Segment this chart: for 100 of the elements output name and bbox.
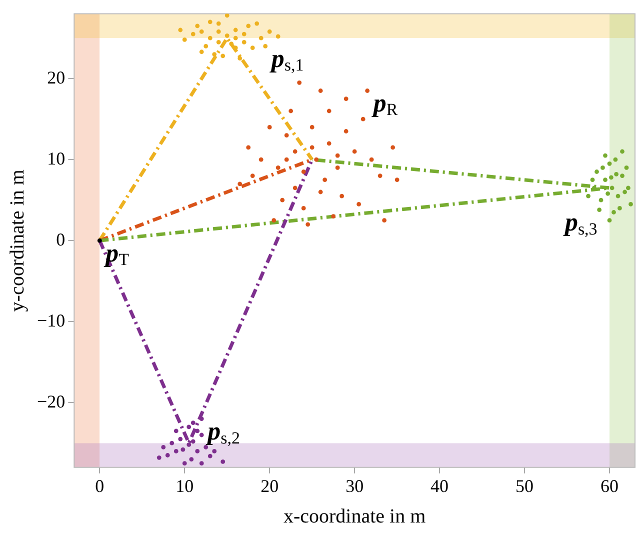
point: [250, 174, 255, 178]
point: [254, 21, 260, 26]
point: [199, 29, 204, 34]
point: [220, 460, 226, 464]
point: [190, 32, 196, 36]
point: [189, 457, 194, 462]
point: [276, 34, 280, 39]
point: [306, 222, 310, 227]
point: [199, 461, 204, 466]
point: [182, 461, 187, 466]
point: [190, 420, 196, 426]
point: [394, 178, 400, 182]
point: [613, 157, 618, 162]
point: [603, 153, 608, 158]
point: [178, 28, 183, 32]
point: [610, 186, 614, 190]
point: [280, 198, 285, 202]
point: [626, 186, 630, 190]
point: [614, 172, 619, 176]
point: [186, 442, 192, 447]
point: [276, 166, 280, 170]
point: [598, 198, 604, 202]
point: [224, 33, 230, 38]
point: [586, 194, 590, 198]
point: [310, 145, 314, 150]
y-tick-label: −20: [36, 391, 66, 412]
x-tick-label: 0: [95, 476, 104, 496]
point: [616, 194, 620, 198]
point: [250, 46, 255, 50]
x-tick-label: 30: [346, 476, 364, 496]
point: [238, 182, 242, 186]
point: [594, 170, 599, 174]
point: [352, 149, 357, 154]
point: [267, 125, 272, 130]
point: [208, 20, 212, 24]
point: [620, 149, 624, 154]
point: [365, 88, 370, 93]
point: [607, 161, 612, 166]
point: [624, 166, 629, 170]
x-axis-title: x-coordinate in m: [283, 505, 426, 528]
point: [292, 149, 298, 154]
point: [335, 166, 340, 170]
point: [182, 38, 187, 42]
point: [212, 52, 217, 56]
point: [390, 145, 396, 150]
point: [603, 178, 608, 182]
point: [186, 424, 192, 430]
point: [246, 145, 251, 150]
point: [318, 88, 323, 93]
point: [606, 191, 610, 196]
point: [212, 449, 217, 454]
point: [622, 190, 628, 194]
point: [233, 28, 238, 32]
point: [382, 218, 387, 223]
point: [267, 29, 272, 34]
point: [335, 153, 340, 158]
point: [204, 44, 208, 48]
x-tick-label: 60: [600, 476, 619, 496]
point: [170, 440, 174, 446]
point: [620, 174, 624, 178]
point: [326, 141, 332, 146]
point: [356, 202, 362, 206]
point: [284, 133, 289, 138]
point: [178, 436, 183, 442]
point: [600, 166, 605, 170]
point: [199, 50, 204, 54]
point: [174, 449, 178, 454]
point: [258, 157, 264, 162]
point: [216, 29, 221, 34]
point: [378, 174, 382, 178]
point: [310, 125, 314, 130]
x-tick-label: 40: [430, 476, 449, 496]
x-tick-label: 50: [516, 476, 534, 496]
point: [284, 157, 289, 162]
point: [208, 36, 212, 40]
point: [190, 439, 196, 444]
point: [326, 108, 332, 114]
point: [238, 56, 242, 61]
point: [216, 21, 221, 26]
point: [242, 40, 246, 44]
point: [195, 24, 200, 28]
y-tick-label: −10: [36, 310, 66, 330]
point: [618, 206, 622, 210]
point: [360, 116, 366, 122]
x-tick-label: 20: [260, 476, 279, 496]
point: [180, 447, 186, 452]
point: [612, 210, 616, 214]
point: [195, 428, 200, 434]
point: [229, 42, 234, 46]
point: [161, 444, 166, 450]
point: [233, 36, 238, 40]
point: [369, 157, 374, 162]
point: [628, 202, 633, 206]
point: [597, 208, 602, 212]
point: [263, 44, 268, 48]
point: [609, 175, 614, 180]
point: [195, 449, 200, 454]
point: [97, 238, 102, 243]
point: [344, 129, 348, 134]
point: [590, 178, 595, 182]
